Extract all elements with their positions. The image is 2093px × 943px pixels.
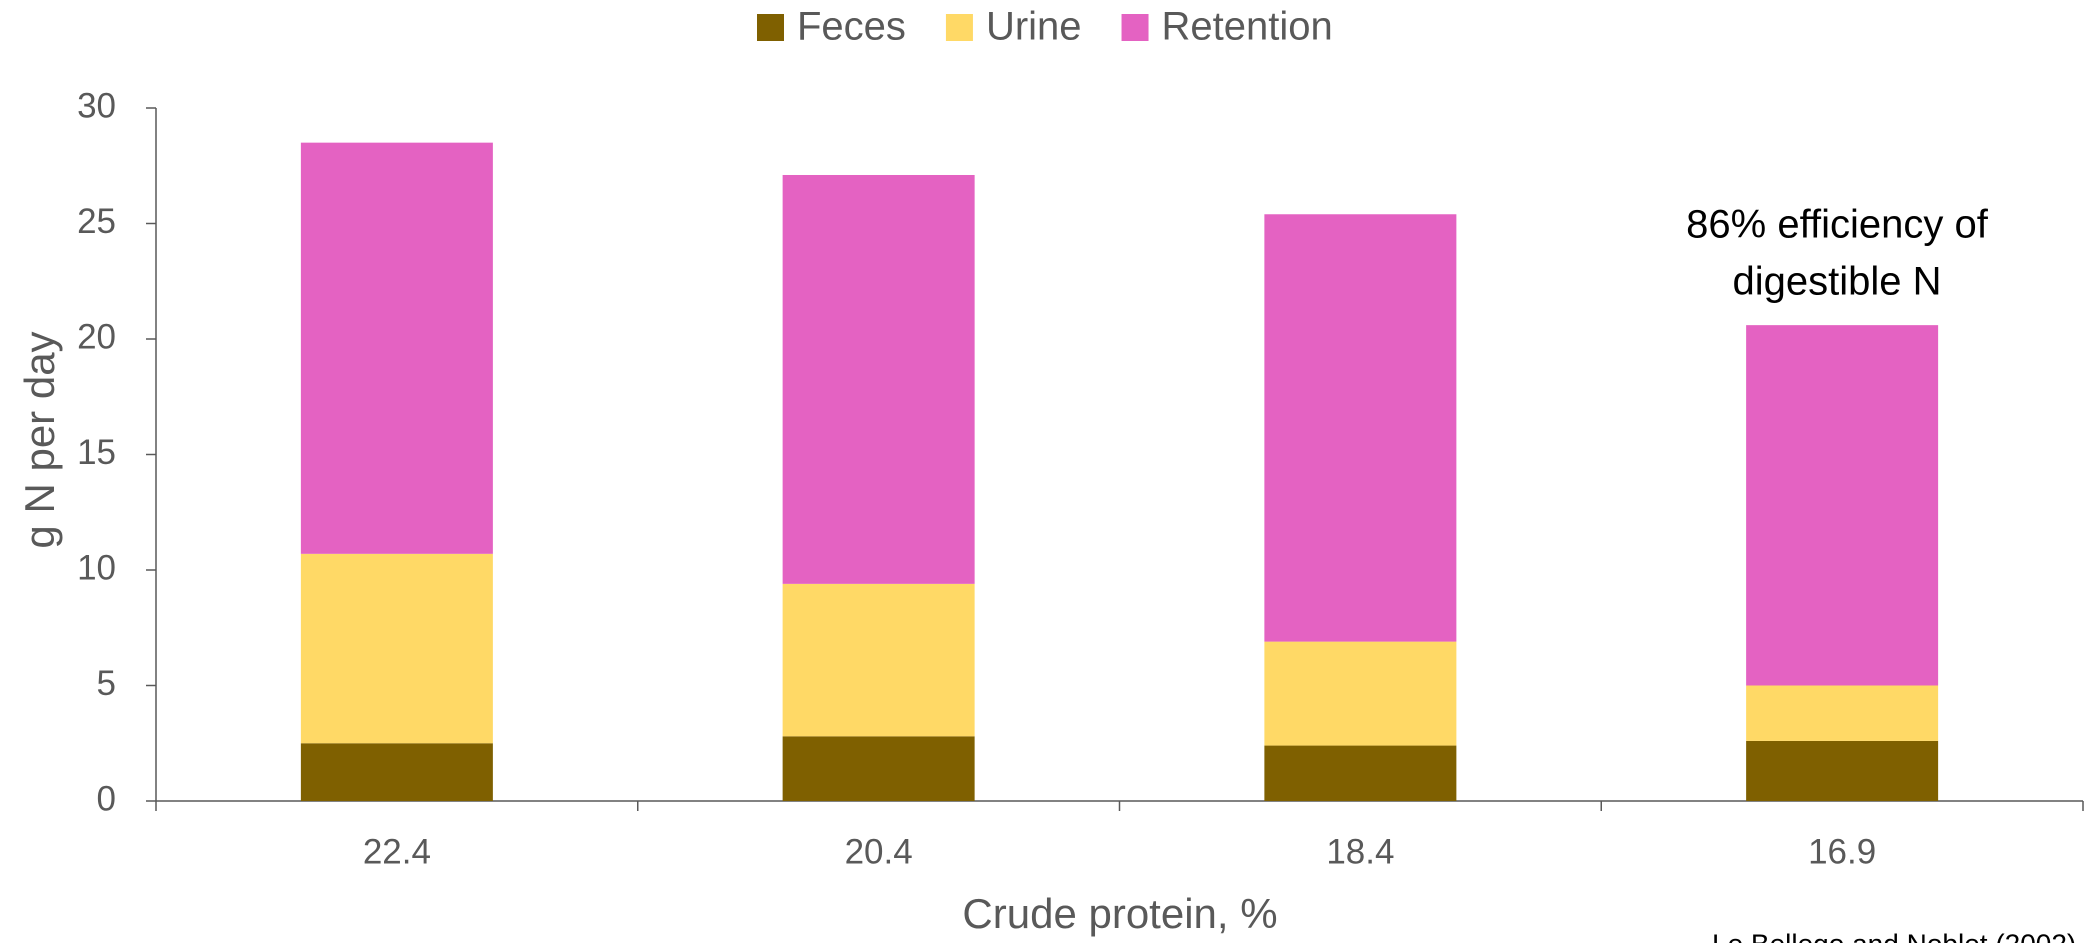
source: Le Bellego and Noblet (2002) — [1712, 928, 2076, 943]
legend-swatch — [945, 14, 973, 41]
y-tick-label: 0 — [97, 779, 116, 818]
x-tick-label: 22.4 — [363, 832, 431, 871]
bar-segment — [782, 174, 975, 584]
bar-segment — [1264, 641, 1457, 746]
x-axis-title: Crude protein, % — [962, 890, 1277, 937]
y-tick-label: 5 — [97, 664, 116, 703]
legend-swatch — [1121, 14, 1149, 41]
legend-label: Feces — [797, 5, 906, 49]
bar-segment — [300, 743, 493, 801]
legend-label: Retention — [1162, 5, 1333, 49]
y-tick-label: 25 — [77, 202, 116, 241]
y-tick-label: 10 — [77, 548, 116, 587]
annotation: 86% efficiency of — [1686, 203, 1989, 247]
x-tick-label: 20.4 — [845, 832, 913, 871]
x-tick-label: 18.4 — [1326, 832, 1394, 871]
bar-segment — [782, 583, 975, 737]
bar-segment — [1264, 214, 1457, 642]
bar-segment — [1264, 745, 1457, 801]
bar-segment — [300, 142, 493, 554]
y-tick-label: 15 — [77, 433, 116, 472]
annotation: digestible N — [1732, 260, 1941, 304]
bar-segment — [1746, 740, 1939, 801]
bar-segment — [1746, 325, 1939, 686]
y-tick-label: 30 — [77, 86, 116, 125]
bar-segment — [1746, 685, 1939, 741]
bar-segment — [782, 736, 975, 801]
legend-swatch — [757, 14, 784, 41]
legend-label: Urine — [986, 5, 1082, 49]
x-tick-label: 16.9 — [1808, 832, 1876, 871]
bar-segment — [300, 553, 493, 744]
y-axis-title: g N per day — [16, 331, 63, 548]
y-tick-label: 20 — [77, 317, 116, 356]
